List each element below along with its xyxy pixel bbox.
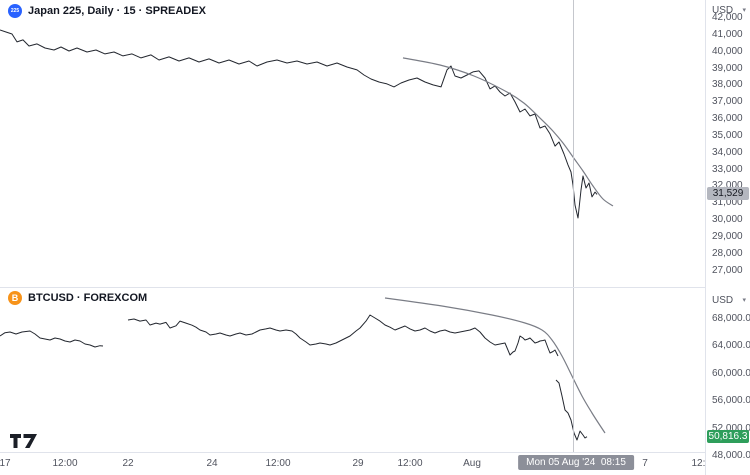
price-tick-label: 27,000 [712, 264, 743, 276]
nikkei-chart-canvas[interactable] [0, 0, 705, 287]
price-tick-label: 41,000 [712, 28, 743, 40]
time-tick-label: 22 [122, 458, 134, 469]
price-tick-label: 40,000 [712, 45, 743, 57]
nikkei-symbol-icon: 225 [8, 4, 22, 18]
btc-chart-canvas[interactable] [0, 288, 705, 452]
price-tick-label: 52,000.0 [712, 422, 750, 434]
price-tick-label: 30,000 [712, 214, 743, 226]
btc-last-price-label: 50,816.3 [707, 429, 749, 443]
btc-legend[interactable]: B BTCUSD · FOREXCOM [8, 291, 147, 305]
panel-divider[interactable] [0, 287, 750, 288]
crosshair-vertical-line [573, 0, 574, 452]
price-line-segment [127, 314, 559, 357]
time-tick-label: Aug [463, 458, 481, 469]
price-tick-label: 68,000.0 [712, 313, 750, 324]
price-tick-label: 36,000 [712, 113, 743, 125]
price-tick-label: 42,000 [712, 12, 743, 23]
time-tick-label: 12:00 [397, 458, 423, 469]
price-tick-label: 31,000 [712, 197, 743, 209]
price-tick-label: 28,000 [712, 247, 743, 259]
nikkei-last-price-label: 31,529 [707, 187, 749, 201]
currency-selector-top[interactable]: USD ▾ [712, 3, 746, 17]
time-tick-label: 12:00 [691, 458, 717, 469]
price-tick-label: 33,000 [712, 163, 743, 175]
btc-legend-title: BTCUSD · FOREXCOM [28, 292, 148, 304]
price-tick-label: 32,000 [712, 180, 743, 192]
time-tick-label: 12:00 [52, 458, 78, 469]
nikkei-legend[interactable]: 225 Japan 225, Daily · 15 · SPREADEX [8, 4, 206, 18]
trend-curve-annotation[interactable] [402, 57, 614, 207]
price-tick-label: 29,000 [712, 231, 743, 243]
chevron-down-icon: ▾ [742, 297, 746, 304]
price-line-segment [0, 330, 104, 348]
price-tick-label: 60,000.0 [712, 367, 750, 379]
btc-panel: B BTCUSD · FOREXCOM [0, 288, 705, 452]
price-tick-label: 56,000.0 [712, 395, 750, 407]
time-axis[interactable]: Mon 05 Aug '24 08:15 17 12:00 22 24 12:00 29 1… [0, 452, 750, 475]
currency-selector-bottom[interactable]: USD ▾ [712, 293, 746, 307]
time-tick-label: 7 [642, 458, 648, 469]
price-axis[interactable]: USD ▾ USD ▾ 42,000 41,000 40,000 39,000 38,0… [705, 0, 750, 475]
tradingview-logo[interactable] [10, 434, 40, 454]
currency-label-top: USD [712, 4, 734, 16]
tradingview-logo-icon [10, 434, 37, 448]
price-line-segment [0, 29, 598, 219]
time-tick-label: 29 [352, 458, 364, 469]
price-tick-label: 37,000 [712, 96, 743, 108]
chevron-down-icon: ▾ [742, 7, 746, 14]
price-tick-label: 48,000.0 [712, 449, 750, 461]
currency-label-bottom: USD [712, 294, 734, 306]
crosshair-date-label: Mon 05 Aug '24 08:15 [518, 455, 634, 470]
time-tick-label: 17 [0, 458, 11, 469]
trend-curve-annotation[interactable] [384, 297, 606, 434]
price-tick-label: 35,000 [712, 129, 743, 141]
price-tick-label: 64,000.0 [712, 340, 750, 352]
price-tick-label: 34,000 [712, 146, 743, 158]
time-tick-label: 24 [206, 458, 218, 469]
btc-symbol-icon: B [8, 291, 22, 305]
price-line-segment [555, 379, 588, 441]
nikkei-legend-title: Japan 225, Daily · 15 · SPREADEX [28, 5, 206, 17]
price-tick-label: 39,000 [712, 62, 743, 74]
nikkei-panel: 225 Japan 225, Daily · 15 · SPREADEX [0, 0, 705, 287]
price-tick-label: 38,000 [712, 79, 743, 91]
time-tick-label: 12:00 [265, 458, 291, 469]
